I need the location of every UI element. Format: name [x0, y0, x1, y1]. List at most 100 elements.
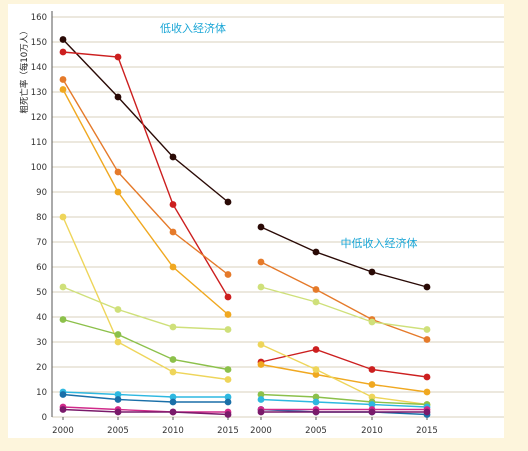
series-line — [260, 226, 428, 288]
series-line — [62, 391, 228, 398]
series — [59, 36, 431, 418]
series-line — [260, 286, 428, 331]
y-tick-label: 90 — [36, 188, 47, 198]
panel-title: 中低收入经济体 — [341, 236, 418, 250]
data-point — [224, 311, 232, 318]
data-point — [224, 326, 232, 333]
series-line — [62, 79, 229, 276]
data-point — [423, 283, 431, 291]
data-point — [224, 376, 232, 383]
data-point — [59, 86, 67, 93]
data-point — [114, 306, 122, 313]
data-point — [114, 408, 122, 416]
axes: 0 10 20 30 40 50 60 70 80 90 100 110 120 130 140 150 160… — [31, 11, 438, 436]
data-point — [169, 323, 177, 331]
y-tick-label: 10 — [36, 388, 47, 398]
series-line — [62, 408, 229, 416]
x-tick-label: 2005 — [305, 426, 327, 436]
data-point — [59, 36, 67, 43]
data-point — [423, 408, 431, 416]
data-point — [312, 408, 320, 416]
data-point — [368, 381, 376, 388]
x-tick-label: 2010 — [162, 426, 184, 436]
data-point — [368, 268, 376, 276]
y-tick-label: 0 — [42, 413, 47, 423]
data-point — [224, 393, 232, 401]
series-line — [260, 398, 428, 408]
y-tick-label: 20 — [36, 363, 47, 373]
series-line — [62, 318, 229, 371]
series-line — [260, 363, 428, 393]
data-point — [114, 53, 122, 61]
series-line — [62, 39, 229, 203]
data-point — [114, 338, 122, 346]
x-tick-label: 2000 — [52, 426, 74, 436]
x-tick-label: 2005 — [107, 426, 129, 436]
x-tick-label: 2000 — [250, 426, 272, 436]
data-point — [368, 401, 376, 408]
y-tick-label: 50 — [36, 288, 47, 298]
data-point — [224, 293, 232, 301]
data-point — [224, 411, 232, 418]
data-point — [368, 318, 376, 326]
y-tick-label: 70 — [36, 238, 47, 248]
data-point — [257, 258, 265, 266]
y-tick-label: 100 — [31, 163, 47, 173]
data-point — [312, 366, 320, 373]
data-point — [257, 341, 265, 348]
data-point — [59, 213, 67, 221]
data-point — [368, 408, 376, 416]
y-tick-label: 120 — [31, 113, 47, 123]
y-tick-label: 60 — [36, 263, 47, 273]
series-line — [260, 343, 428, 406]
series-line — [62, 216, 229, 381]
series-line — [62, 286, 229, 331]
data-point — [169, 368, 177, 376]
data-point — [257, 396, 265, 403]
y-tick-label: 80 — [36, 213, 47, 223]
plot-background — [8, 4, 504, 438]
data-point — [312, 346, 320, 353]
data-point — [224, 366, 232, 373]
data-point — [59, 316, 67, 323]
y-tick-label: 160 — [31, 13, 47, 23]
data-point — [257, 223, 265, 231]
data-point — [257, 391, 265, 398]
data-point — [59, 76, 67, 83]
x-tick-label: 2010 — [361, 426, 383, 436]
data-point — [312, 371, 320, 378]
y-tick-label: 110 — [31, 138, 47, 148]
series-line — [62, 89, 229, 316]
y-tick-label: 150 — [31, 38, 47, 48]
data-point — [114, 396, 122, 403]
data-point — [423, 326, 431, 333]
data-point — [169, 408, 177, 416]
data-point — [59, 48, 67, 56]
panel-title: 低收入经济体 — [160, 21, 226, 35]
data-point — [257, 408, 265, 416]
data-point — [368, 366, 376, 373]
data-point — [257, 361, 265, 368]
y-tick-label: 30 — [36, 338, 47, 348]
series-line — [260, 393, 428, 406]
data-point — [312, 398, 320, 406]
data-point — [114, 391, 122, 398]
data-point — [169, 398, 177, 406]
y-tick-label: 140 — [31, 63, 47, 73]
data-point — [114, 188, 122, 196]
y-tick-label: 130 — [31, 88, 47, 98]
series-line — [62, 406, 228, 413]
series-line — [260, 261, 428, 341]
series-line — [260, 348, 428, 378]
data-point — [224, 198, 232, 206]
data-point — [59, 406, 67, 413]
data-point — [169, 393, 177, 401]
data-point — [224, 398, 232, 406]
data-point — [169, 201, 177, 208]
series-line — [62, 51, 229, 298]
x-tick-label: 2015 — [416, 426, 438, 436]
y-tick-label: 40 — [36, 313, 47, 323]
